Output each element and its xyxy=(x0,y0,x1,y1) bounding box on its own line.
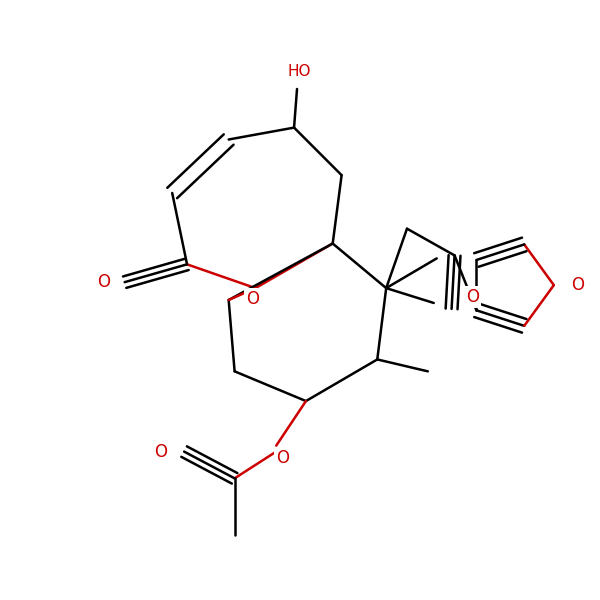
Text: HO: HO xyxy=(287,64,311,79)
Text: O: O xyxy=(246,290,259,308)
Text: O: O xyxy=(275,449,289,467)
Text: O: O xyxy=(466,288,479,306)
Text: O: O xyxy=(154,443,167,461)
Text: O: O xyxy=(571,276,584,294)
Text: O: O xyxy=(97,273,110,291)
